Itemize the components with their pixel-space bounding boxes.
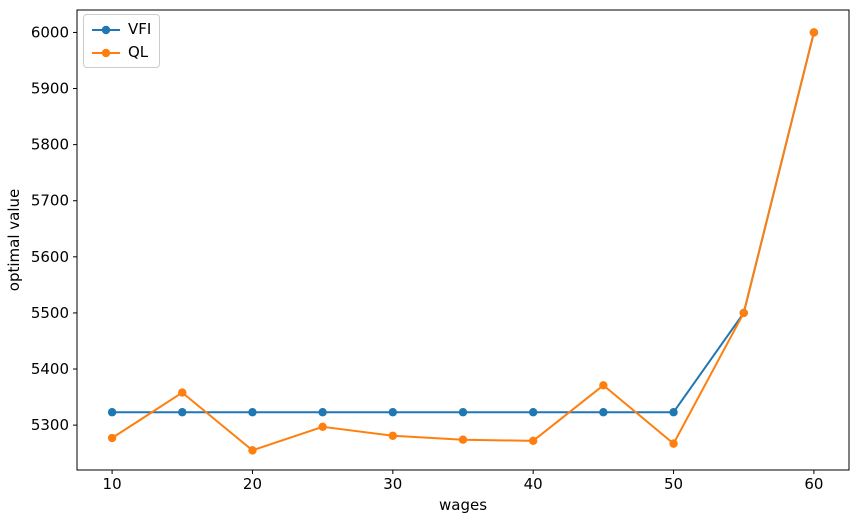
series-marker-QL: [669, 439, 678, 448]
series-line-QL: [111, 31, 815, 452]
x-tick-label: 50: [664, 475, 683, 493]
y-tick-label: 5500: [31, 304, 69, 322]
series-marker-QL: [458, 435, 468, 444]
legend: VFI QL: [83, 14, 161, 68]
series-marker-VFI: [178, 408, 187, 417]
series-marker-QL: [248, 446, 257, 455]
series-layer: [107, 28, 819, 455]
y-tick-label: 5900: [31, 80, 69, 98]
y-tick-label: 5400: [31, 360, 69, 378]
series-marker-QL: [599, 381, 608, 390]
series-marker-VFI: [458, 408, 468, 417]
series-marker-QL: [528, 436, 538, 446]
series-marker-VFI: [318, 408, 327, 417]
legend-label-QL: QL: [128, 43, 149, 61]
series-marker-QL: [318, 422, 327, 432]
axes: 10 20 30 40 50 60 5300 5400 5500 5600 5700 5800 5900…: [31, 9, 850, 493]
series-marker-VFI: [599, 408, 608, 417]
legend-label-VFI: VFI: [128, 20, 152, 38]
series-marker-VFI: [669, 408, 678, 417]
series-marker-VFI: [107, 408, 117, 417]
x-tick-label: 40: [524, 475, 543, 493]
series-line-VFI: [111, 31, 815, 414]
series-marker-QL: [107, 433, 117, 443]
legend-line-sample-VFI: [92, 25, 120, 34]
y-tick-label: 5600: [31, 248, 69, 266]
series-marker-QL: [809, 28, 819, 37]
legend-line-sample-QL: [92, 48, 120, 57]
series-marker-VFI: [248, 408, 257, 417]
y-axis-label: optimal value: [5, 189, 23, 291]
y-tick-label: 5800: [31, 136, 69, 154]
x-axis-label: wages: [439, 496, 487, 514]
y-tick-label: 6000: [31, 23, 69, 41]
legend-entry-VFI: VFI: [92, 20, 151, 39]
x-tick-label: 60: [804, 475, 823, 493]
y-tick-label: 5300: [31, 416, 69, 434]
series-marker-QL: [388, 431, 398, 440]
series-marker-QL: [178, 388, 187, 397]
y-tick-label: 5700: [31, 192, 69, 210]
series-marker-QL: [739, 308, 748, 318]
x-tick-label: 10: [103, 475, 122, 493]
plot-frame: [76, 9, 850, 471]
x-tick-label: 30: [383, 475, 402, 493]
x-tick-label: 20: [243, 475, 262, 493]
series-marker-VFI: [388, 408, 398, 417]
legend-entry-QL: QL: [92, 43, 151, 62]
series-marker-VFI: [528, 408, 538, 417]
